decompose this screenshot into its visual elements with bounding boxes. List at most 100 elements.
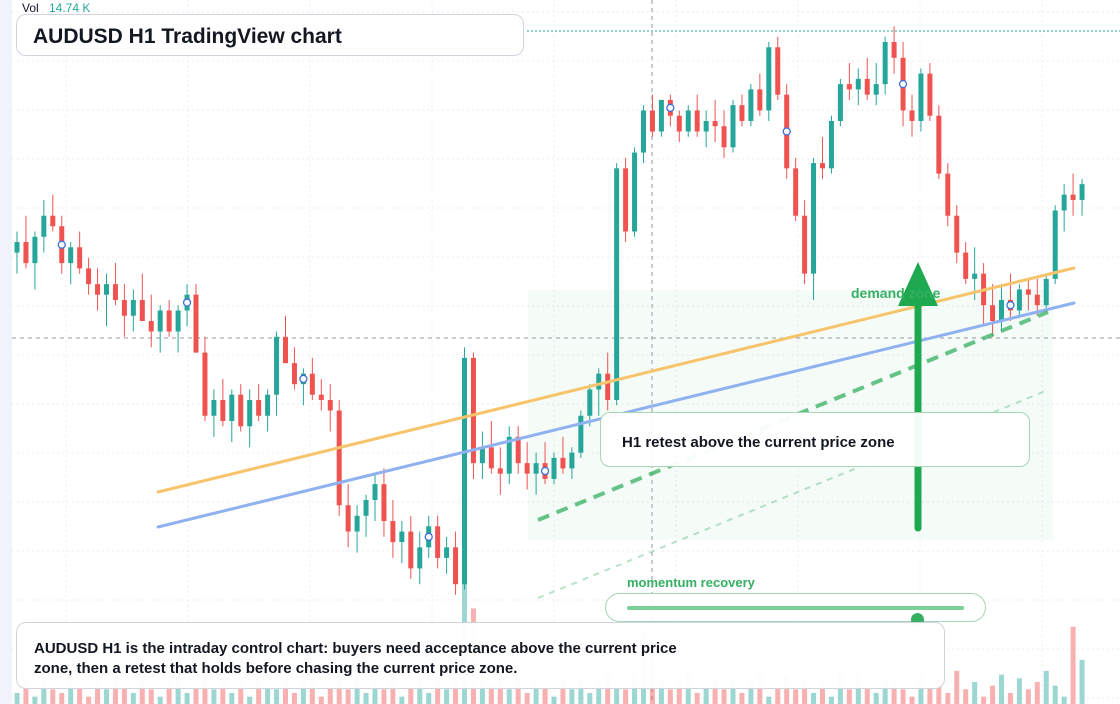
candle-body [999, 299, 1004, 322]
volume-bar [739, 692, 745, 704]
candle-body [497, 468, 503, 474]
candle-body [86, 268, 92, 285]
volume-bar [417, 678, 423, 704]
volume-bar [533, 681, 539, 704]
retest-callout: H1 retest above the current price zone [600, 412, 1030, 467]
volume-bar [381, 689, 387, 704]
volume-bar [238, 681, 244, 704]
volume-bar [50, 689, 56, 704]
volume-bar [229, 692, 235, 704]
candle-body [211, 399, 217, 416]
candle-body [202, 352, 208, 416]
volume-bar [399, 696, 405, 704]
candle-body [336, 410, 342, 506]
volume-bar [345, 689, 351, 704]
candle-body [972, 273, 978, 279]
volume-bar [658, 678, 664, 704]
momentum-label: momentum recovery [627, 575, 755, 590]
candle-body [435, 526, 441, 558]
candle-body [757, 89, 763, 111]
volume-bar [721, 689, 727, 704]
volume-bar [148, 689, 154, 704]
volume-bar [175, 674, 181, 704]
volume-bar [363, 692, 369, 704]
volume-bar [542, 685, 548, 704]
candle-body [623, 168, 629, 232]
volume-bar [274, 689, 280, 704]
volume-label: Vol [22, 1, 39, 15]
candle-body [1061, 194, 1067, 211]
volume-bar [1016, 678, 1022, 704]
candle-body [846, 84, 852, 90]
candle-body [891, 42, 897, 58]
volume-bar [1007, 692, 1013, 704]
candle-body [766, 47, 772, 111]
title-panel: AUDUSD H1 TradingView chart [16, 14, 524, 56]
volume-bar [990, 685, 996, 704]
volume-bar [802, 678, 808, 704]
demand-zone-label: demand zone [851, 285, 941, 301]
volume-bar [587, 692, 593, 704]
volume-bar [1070, 626, 1076, 704]
candle-body [605, 373, 611, 400]
candle-body [175, 310, 181, 332]
volume-bar [453, 681, 459, 704]
candle-body [444, 547, 450, 558]
volume-bar [793, 689, 799, 704]
candle-body [569, 452, 575, 469]
retest-callout-text: H1 retest above the current price zone [622, 434, 895, 451]
volume-bar [730, 678, 736, 704]
volume-bar [256, 674, 262, 704]
candle-body [318, 394, 324, 400]
candle-body [1052, 210, 1058, 279]
volume-bar [936, 678, 942, 704]
candle-body [837, 84, 843, 121]
volume-bar [846, 689, 852, 704]
candle-body [372, 484, 378, 500]
volume-bar [694, 692, 700, 704]
volume-bar [775, 685, 781, 704]
candle-body [1016, 289, 1022, 311]
candle-body [14, 242, 20, 253]
volume-bar [14, 692, 20, 704]
candle-body [614, 168, 620, 400]
volume-bar [506, 689, 512, 704]
description-text: AUDUSD H1 is the intraday control chart:… [34, 640, 677, 677]
candle-body [685, 110, 691, 132]
candle-body [327, 399, 333, 411]
volume-bar [927, 685, 933, 704]
volume-bar [291, 692, 297, 704]
volume-bar [820, 681, 825, 704]
event-marker [57, 240, 66, 249]
candle-body [453, 547, 459, 585]
volume-bar [864, 685, 870, 704]
volume-bar [855, 674, 861, 704]
candle-body [506, 436, 512, 474]
event-marker [898, 79, 908, 89]
candle-body [632, 152, 638, 232]
candle-body [68, 247, 74, 264]
candle-body [381, 484, 387, 522]
candle-body [775, 47, 781, 95]
event-marker [540, 466, 550, 476]
volume-bar [166, 681, 172, 704]
volume-bar [909, 696, 915, 704]
volume-bar [703, 685, 709, 704]
candle-body [274, 336, 280, 395]
candle-body [963, 252, 969, 279]
candle-body [148, 321, 154, 332]
volume-bar [578, 678, 584, 704]
candle-body [945, 173, 951, 216]
candle-body [730, 105, 736, 148]
candle-body [802, 215, 808, 274]
candle-body [1025, 289, 1031, 295]
candle-body [596, 373, 602, 390]
candle-body [50, 215, 56, 227]
candle-body [265, 394, 271, 416]
candle-body [990, 305, 996, 322]
candle-body [551, 457, 557, 479]
volume-bar [283, 678, 288, 704]
momentum-gauge [605, 593, 986, 626]
candle-body [247, 399, 253, 427]
candle-body [927, 73, 933, 116]
